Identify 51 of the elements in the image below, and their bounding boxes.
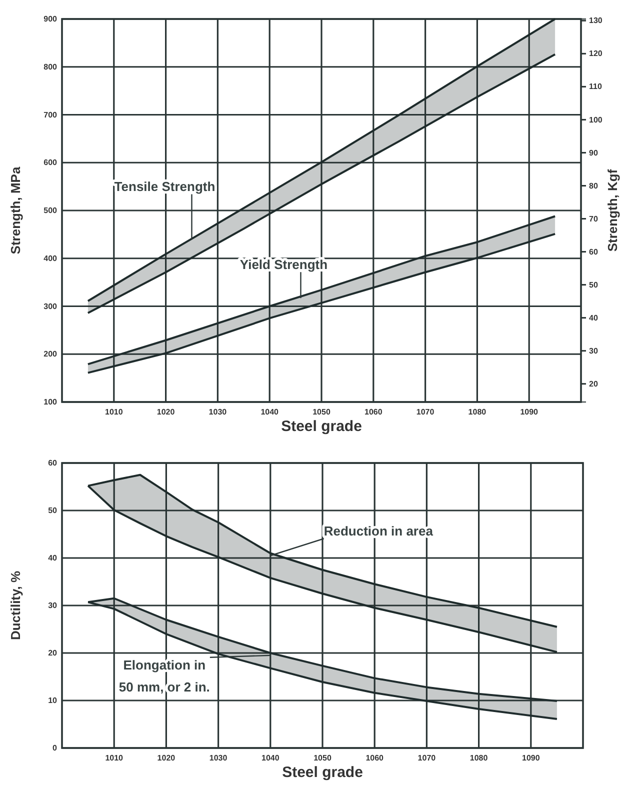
x-tick-label: 1070 bbox=[418, 754, 436, 763]
x-tick-label: 1070 bbox=[416, 408, 435, 417]
y-tick-label: 600 bbox=[44, 158, 58, 168]
x-tick-label: 1010 bbox=[105, 754, 124, 763]
x-tick-label: 1020 bbox=[156, 408, 176, 417]
y2-tick-label: 100 bbox=[589, 115, 603, 124]
x-tick-label: 1080 bbox=[468, 408, 487, 417]
y2-tick-label: 70 bbox=[589, 214, 598, 224]
x-tick-label: 1050 bbox=[312, 408, 331, 417]
y-tick-label: 300 bbox=[44, 302, 58, 311]
y2-tick-label: 40 bbox=[589, 313, 598, 322]
y2-tick-label: 20 bbox=[589, 379, 598, 388]
y-tick-label: 50 bbox=[48, 506, 58, 516]
y2-tick-label: 50 bbox=[589, 280, 598, 290]
y2-tick-label: 30 bbox=[589, 346, 598, 356]
x-tick-label: 1040 bbox=[262, 754, 280, 763]
y2-tick-label: 60 bbox=[589, 247, 598, 256]
y-tick-label: 40 bbox=[48, 554, 58, 563]
y-tick-label: 0 bbox=[52, 744, 58, 753]
y2-axis-title: Strength, Kgf bbox=[605, 168, 620, 252]
x-tick-label: 1010 bbox=[105, 408, 124, 417]
y-tick-label: 800 bbox=[44, 62, 58, 72]
x-tick-label: 1030 bbox=[209, 754, 228, 763]
y2-tick-label: 80 bbox=[589, 181, 598, 190]
x-tick-label: 1080 bbox=[470, 754, 488, 763]
x-tick-label: 1020 bbox=[157, 754, 176, 763]
y-tick-label: 200 bbox=[44, 350, 58, 359]
y-tick-label: 500 bbox=[44, 206, 58, 216]
x-tick-label: 1090 bbox=[520, 408, 539, 417]
y-tick-label: 30 bbox=[48, 601, 58, 610]
x-tick-label: 1060 bbox=[366, 754, 384, 763]
x-tick-label: 1050 bbox=[314, 754, 332, 763]
y-tick-label: 20 bbox=[48, 648, 58, 658]
x-tick-label: 1090 bbox=[522, 754, 540, 763]
x-tick-label: 1040 bbox=[260, 408, 280, 417]
y-axis-title: Ductility, % bbox=[8, 570, 23, 640]
y-axis-title: Strength, MPa bbox=[8, 166, 23, 254]
x-axis-title: Steel grade bbox=[281, 418, 362, 435]
y-tick-label: 60 bbox=[48, 458, 58, 468]
y-tick-label: 900 bbox=[44, 14, 58, 24]
y2-tick-label: 120 bbox=[589, 49, 603, 58]
x-tick-label: 1030 bbox=[208, 408, 228, 417]
y2-tick-label: 110 bbox=[589, 82, 602, 92]
y-tick-label: 100 bbox=[44, 398, 58, 407]
y-tick-label: 700 bbox=[44, 110, 58, 120]
x-axis-title: Steel grade bbox=[282, 764, 363, 781]
y2-tick-label: 90 bbox=[589, 148, 598, 158]
y2-tick-label: 130 bbox=[589, 16, 603, 26]
y-tick-label: 10 bbox=[48, 696, 58, 706]
x-tick-label: 1060 bbox=[364, 408, 383, 417]
y-tick-label: 400 bbox=[44, 254, 58, 263]
